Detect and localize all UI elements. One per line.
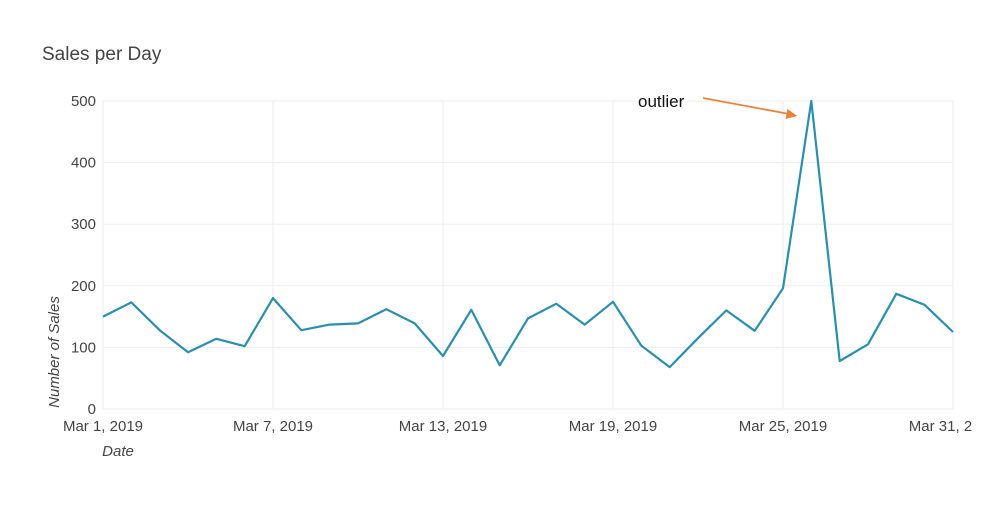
- x-tick-label: Mar 31, 2019: [909, 418, 997, 435]
- data-point: [922, 302, 928, 308]
- data-point: [128, 299, 134, 305]
- data-point: [157, 327, 163, 333]
- x-tick-label: Mar 7, 2019: [233, 418, 313, 435]
- series: [100, 98, 956, 370]
- data-point: [383, 306, 389, 312]
- data-point: [723, 307, 729, 313]
- y-tick-label: 200: [71, 278, 96, 295]
- y-tick-label: 500: [71, 93, 96, 110]
- data-point: [837, 358, 843, 364]
- data-point: [950, 329, 956, 335]
- y-tick-label: 100: [71, 339, 96, 356]
- data-point: [808, 98, 814, 104]
- grid: [102, 100, 954, 410]
- data-point: [497, 362, 503, 368]
- data-point: [695, 335, 701, 341]
- y-axis-ticks: 0 100 200 300 400 500: [71, 93, 96, 418]
- data-point: [553, 301, 559, 307]
- annotation-arrow: [702, 97, 790, 115]
- data-point: [270, 295, 276, 301]
- data-point: [327, 322, 333, 328]
- data-point: [865, 341, 871, 347]
- data-point: [412, 320, 418, 326]
- data-point: [752, 328, 758, 334]
- chart-title: Sales per Day: [42, 44, 162, 65]
- data-point: [100, 314, 106, 320]
- data-point: [525, 315, 531, 321]
- data-point: [468, 307, 474, 313]
- x-tick-label: Mar 19, 2019: [569, 418, 657, 435]
- x-tick-label: Mar 13, 2019: [399, 418, 487, 435]
- data-point: [667, 364, 673, 370]
- annotation-label: outlier: [638, 92, 685, 111]
- data-point: [893, 291, 899, 297]
- y-tick-label: 300: [71, 216, 96, 233]
- data-point: [213, 336, 219, 342]
- data-point: [582, 322, 588, 328]
- data-point: [355, 320, 361, 326]
- y-tick-label: 400: [71, 155, 96, 172]
- data-point: [780, 285, 786, 291]
- x-tick-label: Mar 1, 2019: [63, 418, 143, 435]
- data-point: [440, 353, 446, 359]
- annotation-arrowhead: [785, 109, 798, 119]
- annotation: outlier: [638, 92, 798, 119]
- data-point: [242, 343, 248, 349]
- data-point: [298, 327, 304, 333]
- data-point: [610, 299, 616, 305]
- data-point: [185, 349, 191, 355]
- y-axis-title: Number of Sales: [46, 296, 63, 408]
- series-line: [102, 99, 954, 369]
- x-axis-title: Date: [102, 443, 134, 460]
- x-tick-label: Mar 25, 2019: [739, 418, 827, 435]
- x-axis-ticks: Mar 1, 2019 Mar 7, 2019 Mar 13, 2019 Mar 19…: [63, 418, 997, 435]
- y-tick-label: 0: [88, 401, 96, 418]
- data-point: [638, 343, 644, 349]
